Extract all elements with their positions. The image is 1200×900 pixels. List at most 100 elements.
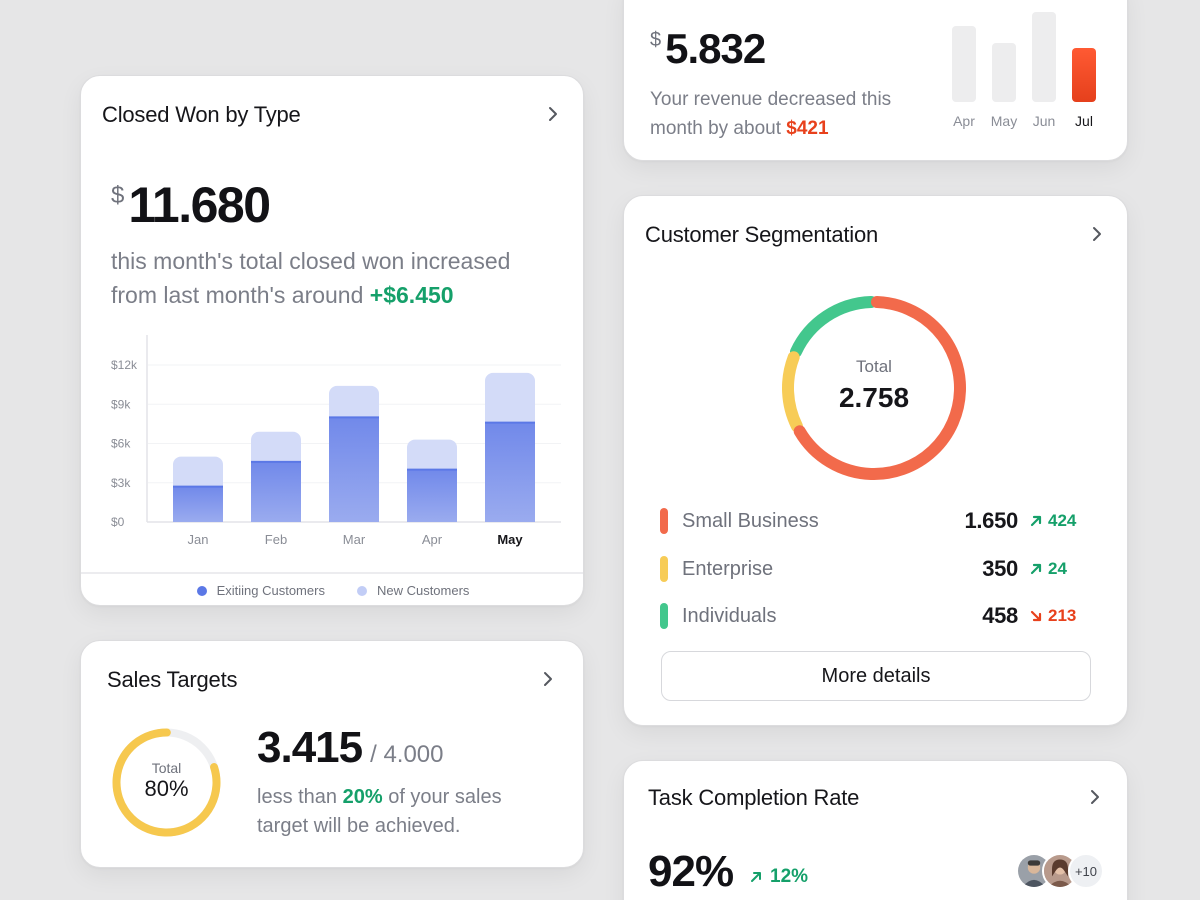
sales-description: less than 20% of your sales target will …	[257, 783, 547, 841]
x-tick-label: Mar	[343, 532, 366, 547]
task-completion-value: 92%	[648, 847, 734, 896]
revenue-amount: $ 5.832	[650, 25, 766, 73]
segment-row: Enterprise 350 24	[660, 554, 1092, 584]
delta-value: 12%	[770, 866, 809, 887]
legend-item-new: New Customers	[356, 583, 470, 598]
bar-existing-customers	[329, 417, 379, 522]
card-title: Closed Won by Type	[102, 102, 301, 127]
segment-color-bar	[660, 603, 668, 629]
segmentation-donut-chart: Total 2.758	[782, 296, 966, 481]
more-details-button[interactable]: More details	[661, 651, 1091, 701]
y-tick-label: $9k	[111, 397, 131, 411]
y-tick-label: $3k	[111, 476, 131, 490]
legend-dot	[196, 585, 207, 596]
ring-progress	[112, 728, 221, 837]
bar-existing-customers	[485, 422, 535, 522]
segment-delta: 24	[1030, 559, 1092, 579]
chevron-right-icon[interactable]	[543, 104, 563, 124]
x-tick-label: Apr	[422, 532, 443, 547]
decrease-amount: $421	[786, 118, 829, 139]
segment-color-bar	[660, 508, 668, 534]
chart-legend: Exitiing Customers New Customers	[81, 572, 583, 605]
x-tick-label: Jan	[188, 532, 209, 547]
revenue-card: $ 5.832 Your revenue decreased this mont…	[623, 0, 1128, 161]
arrow-up-right-icon	[1030, 515, 1042, 527]
legend-dot	[356, 585, 367, 596]
segment-row: Individuals 458 213	[660, 601, 1092, 631]
description-text: of your sales target will be achieved.	[257, 786, 502, 837]
legend-label: New Customers	[376, 583, 470, 598]
sales-current: 3.415	[257, 723, 363, 772]
currency-symbol: $	[111, 182, 125, 209]
delta-value: 213	[1048, 606, 1077, 625]
customer-segmentation-card: Customer Segmentation Total 2.758 Small …	[623, 195, 1128, 726]
description-text: Your revenue decreased this month by abo…	[650, 89, 892, 139]
y-tick-label: $0	[111, 515, 125, 529]
segment-delta: 424	[1030, 511, 1092, 531]
x-tick-label: May	[991, 113, 1017, 129]
y-tick-label: $6k	[111, 437, 131, 451]
segment-name: Individuals	[682, 604, 777, 627]
amount-value: 11.680	[128, 177, 271, 233]
y-tick-label: $12k	[111, 358, 138, 372]
card-title: Sales Targets	[107, 667, 238, 692]
closed-won-card: Closed Won by Type $ 11.680 this month's…	[80, 75, 584, 606]
bar-existing-customers	[251, 461, 301, 522]
sales-figures: 3.415 / 4.000	[257, 723, 444, 773]
description-text: this month's total closed won increased …	[111, 248, 511, 308]
chevron-right-icon[interactable]	[1087, 224, 1107, 244]
x-tick-label: May	[497, 532, 523, 547]
segment-value: 350	[982, 556, 1018, 581]
bar-existing-customers	[407, 469, 457, 522]
card-title: Customer Segmentation	[645, 222, 879, 247]
segment-value: 458	[982, 603, 1018, 628]
sales-progress-ring: Total 80%	[112, 728, 221, 837]
revenue-bar	[1072, 48, 1096, 102]
task-completion-delta: 12%	[750, 866, 808, 888]
segment-value: 1.650	[964, 508, 1018, 533]
chevron-right-icon[interactable]	[1085, 787, 1105, 807]
amount-value: 5.832	[665, 25, 766, 72]
legend-label: Exitiing Customers	[216, 583, 325, 598]
segment-row: Small Business 1.650 424	[660, 506, 1092, 536]
bar-existing-customers	[173, 486, 223, 522]
x-tick-label: Feb	[265, 532, 287, 547]
donut-slice	[782, 296, 966, 480]
segment-delta: 213	[1030, 606, 1092, 626]
segment-name: Enterprise	[682, 557, 774, 580]
segment-name: Small Business	[682, 509, 819, 532]
legend-item-existing: Exitiing Customers	[196, 583, 325, 598]
revenue-bar-chart: Apr May Jun Jul	[952, 12, 1096, 129]
task-completion-card: Task Completion Rate 92% 12% +10	[623, 760, 1128, 900]
arrow-up-right-icon	[1030, 563, 1042, 575]
increase-amount: +$6.450	[369, 282, 454, 308]
revenue-bar	[992, 43, 1016, 102]
percent-highlight: 20%	[342, 786, 383, 808]
x-tick-label: Jul	[1075, 113, 1093, 129]
closed-won-description: this month's total closed won increased …	[111, 244, 551, 312]
revenue-bar	[952, 26, 976, 102]
revenue-description: Your revenue decreased this month by abo…	[650, 85, 910, 143]
delta-value: 424	[1048, 511, 1077, 530]
donut-total-label: Total	[856, 357, 892, 376]
card-title: Task Completion Rate	[648, 785, 860, 810]
segment-color-bar	[660, 556, 668, 582]
closed-won-amount: $ 11.680	[111, 176, 271, 234]
sales-target: / 4.000	[370, 741, 444, 768]
delta-value: 24	[1048, 559, 1067, 578]
ring-label: Total	[152, 760, 182, 776]
arrow-up-right-icon	[751, 872, 761, 882]
currency-symbol: $	[650, 29, 662, 51]
x-tick-label: Apr	[953, 113, 975, 129]
revenue-bar	[1032, 12, 1056, 102]
chevron-right-icon[interactable]	[538, 669, 558, 689]
closed-won-bar-chart: $0 $3k $6k $9k $12k Jan Feb Mar Apr May	[111, 335, 561, 547]
arrow-down-right-icon	[1030, 610, 1042, 622]
ring-value: 80%	[144, 776, 188, 801]
assignee-avatars[interactable]: +10	[1016, 853, 1104, 889]
sales-targets-card: Sales Targets Total 80% 3.415 / 4.000 le…	[80, 640, 584, 868]
x-tick-label: Jun	[1033, 113, 1056, 129]
donut-total-value: 2.758	[839, 382, 909, 413]
description-text: less than	[257, 786, 343, 808]
more-avatars-count[interactable]: +10	[1068, 853, 1104, 889]
